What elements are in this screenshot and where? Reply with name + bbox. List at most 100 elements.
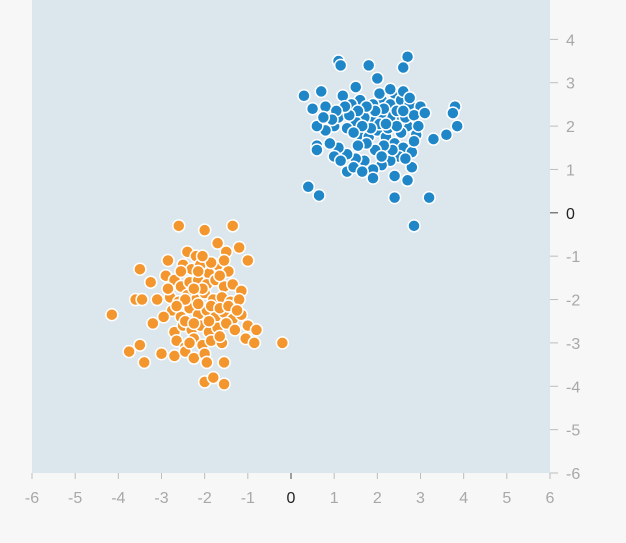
- data-point-series-2: [197, 223, 212, 237]
- x-tick-label: -1: [241, 490, 255, 507]
- x-axis: -6 -5 -4 -3 -2 -1 0 1 2 3 4 5 6: [25, 473, 555, 507]
- y-tick-label: 1: [566, 162, 575, 179]
- data-point-series-1: [346, 125, 361, 140]
- data-point-series-2: [105, 307, 119, 322]
- data-point-series-2: [191, 264, 205, 279]
- data-point-series-2: [213, 329, 227, 344]
- data-point-series-2: [133, 338, 147, 352]
- data-point-series-1: [323, 136, 337, 151]
- data-point-series-1: [366, 171, 380, 185]
- data-point-series-2: [135, 292, 149, 307]
- y-tick-label: -4: [566, 379, 580, 396]
- data-point-series-2: [225, 219, 240, 233]
- data-point-series-2: [228, 323, 242, 337]
- y-tick-label: -1: [566, 249, 580, 266]
- data-point-series-2: [143, 275, 158, 289]
- y-tick-label: -2: [566, 293, 580, 310]
- data-point-series-1: [379, 117, 393, 131]
- data-point-series-2: [275, 336, 290, 350]
- data-point-series-1: [418, 106, 432, 120]
- data-point-series-2: [206, 370, 221, 385]
- data-point-series-2: [232, 240, 246, 255]
- data-point-series-1: [312, 188, 326, 203]
- data-point-series-1: [305, 101, 320, 116]
- data-point-series-2: [150, 292, 164, 307]
- data-point-series-1: [426, 132, 441, 146]
- x-tick-label: -5: [68, 490, 82, 507]
- data-point-series-2: [161, 253, 175, 268]
- y-tick-label: -3: [566, 336, 580, 353]
- data-point-series-2: [146, 316, 160, 331]
- data-point-series-2: [195, 249, 210, 263]
- data-point-series-2: [122, 344, 136, 359]
- x-tick-label: 5: [502, 490, 511, 507]
- y-tick-label: 2: [566, 119, 575, 136]
- plot-area-background: [32, 0, 550, 473]
- y-tick-label: -5: [566, 423, 580, 440]
- data-point-series-1: [351, 138, 365, 153]
- data-point-series-1: [314, 84, 328, 99]
- data-point-series-1: [383, 82, 398, 96]
- data-point-series-1: [361, 58, 376, 73]
- x-tick-label: -4: [111, 490, 125, 507]
- x-tick-label: -3: [154, 490, 168, 507]
- data-point-series-1: [301, 180, 316, 194]
- data-points: [105, 49, 464, 391]
- data-point-series-1: [387, 190, 402, 205]
- data-point-series-1: [422, 190, 436, 205]
- data-point-series-1: [390, 119, 404, 133]
- data-point-series-1: [333, 58, 348, 73]
- data-point-series-2: [154, 347, 169, 361]
- data-point-series-2: [156, 310, 171, 324]
- data-point-series-2: [133, 262, 147, 276]
- x-tick-label: -2: [198, 490, 212, 507]
- data-point-series-2: [217, 377, 231, 391]
- data-point-series-2: [213, 268, 227, 283]
- x-tick-label: 1: [330, 490, 339, 507]
- x-tick-label: -6: [25, 490, 39, 507]
- x-tick-label: 2: [373, 490, 382, 507]
- data-point-series-1: [396, 60, 410, 75]
- data-point-series-1: [450, 119, 464, 133]
- data-point-series-1: [316, 110, 331, 125]
- data-point-series-1: [446, 106, 460, 120]
- data-point-series-2: [230, 303, 244, 318]
- data-point-series-1: [439, 128, 454, 142]
- data-point-series-1: [400, 173, 415, 188]
- data-point-series-1: [407, 134, 421, 149]
- data-point-series-1: [297, 88, 311, 103]
- data-point-series-1: [396, 104, 410, 118]
- data-point-series-2: [200, 355, 214, 370]
- data-point-series-2: [249, 323, 264, 337]
- data-point-series-1: [310, 143, 324, 157]
- data-point-series-2: [137, 355, 151, 370]
- data-point-series-2: [187, 281, 201, 296]
- data-point-series-2: [217, 253, 231, 268]
- y-tick-label: -6: [566, 466, 580, 483]
- data-point-series-1: [355, 164, 369, 179]
- data-point-series-1: [333, 154, 348, 168]
- x-tick-label: 3: [416, 490, 425, 507]
- data-point-series-1: [387, 169, 402, 183]
- data-point-series-2: [241, 253, 255, 268]
- data-point-series-2: [172, 219, 186, 233]
- x-tick-label: 0: [287, 490, 296, 507]
- x-tick-label: 6: [546, 490, 555, 507]
- data-point-series-2: [191, 297, 205, 311]
- data-point-series-2: [174, 264, 188, 279]
- data-point-series-2: [187, 316, 201, 331]
- data-point-series-2: [182, 336, 197, 350]
- data-point-series-2: [210, 236, 225, 250]
- data-point-series-1: [407, 219, 421, 233]
- data-point-series-1: [374, 149, 389, 164]
- data-point-series-2: [169, 299, 184, 313]
- data-point-series-1: [349, 80, 363, 94]
- data-point-series-1: [370, 71, 385, 86]
- data-point-series-2: [232, 292, 246, 307]
- data-point-series-2: [247, 336, 262, 350]
- y-tick-label: 0: [566, 206, 575, 223]
- data-point-series-1: [398, 151, 413, 166]
- x-tick-label: 4: [459, 490, 468, 507]
